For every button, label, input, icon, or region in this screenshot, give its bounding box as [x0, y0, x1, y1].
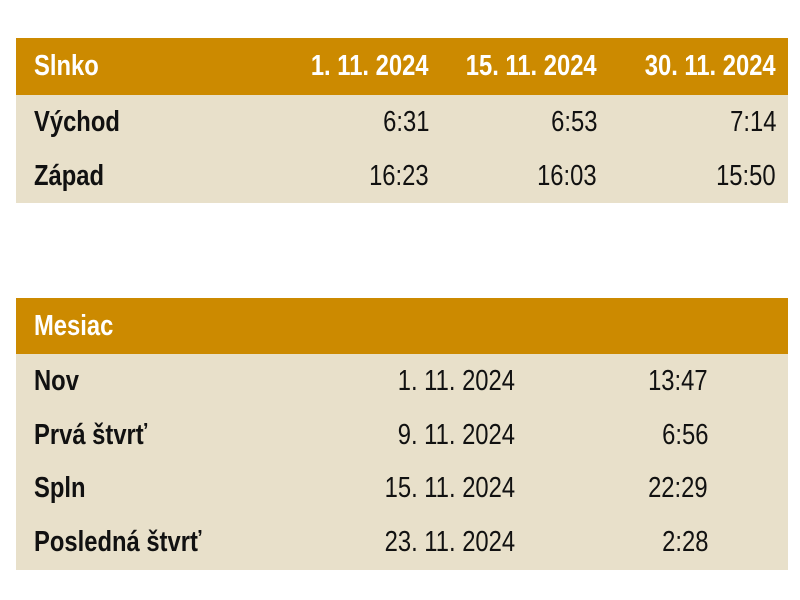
time-cell: 6:53 — [441, 95, 609, 150]
time-cell: 6:31 — [283, 95, 441, 150]
row-label: Západ — [16, 150, 283, 203]
time-cell: 22:29 — [563, 462, 788, 515]
time-cell: 16:03 — [441, 150, 609, 203]
time-cell: 16:23 — [283, 150, 441, 203]
time-cell: 7:14 — [609, 95, 788, 150]
row-label: Východ — [16, 95, 283, 150]
time-cell: 2:28 — [563, 515, 788, 570]
time-cell: 15:50 — [609, 150, 788, 203]
row-label: Posledná štvrť — [16, 515, 298, 570]
header-cell: Mesiac — [16, 298, 788, 354]
row-label: Nov — [16, 354, 298, 408]
date-cell: 9. 11. 2024 — [298, 408, 563, 462]
header-cell: 15. 11. 2024 — [441, 38, 609, 95]
date-cell: 23. 11. 2024 — [298, 515, 563, 570]
time-cell: 6:56 — [563, 408, 788, 462]
time-cell: 13:47 — [563, 354, 788, 408]
date-cell: 1. 11. 2024 — [298, 354, 563, 408]
date-cell: 15. 11. 2024 — [298, 462, 563, 515]
row-label: Spln — [16, 462, 298, 515]
header-cell: 30. 11. 2024 — [609, 38, 788, 95]
header-cell: Slnko — [16, 38, 283, 95]
header-cell: 1. 11. 2024 — [283, 38, 441, 95]
row-label: Prvá štvrť — [16, 408, 298, 462]
